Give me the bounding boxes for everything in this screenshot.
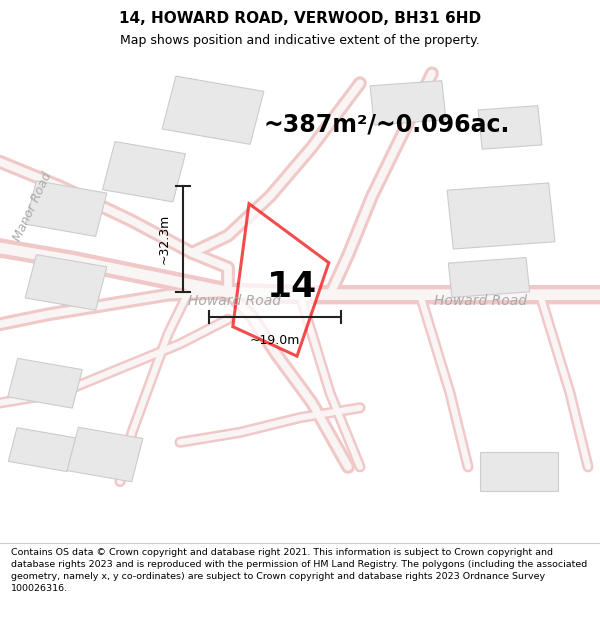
Bar [67, 428, 143, 482]
Text: Manor Road: Manor Road [11, 169, 55, 242]
Text: Map shows position and indicative extent of the property.: Map shows position and indicative extent… [120, 34, 480, 47]
Bar [25, 254, 107, 310]
Text: 14, HOWARD ROAD, VERWOOD, BH31 6HD: 14, HOWARD ROAD, VERWOOD, BH31 6HD [119, 11, 481, 26]
Text: Howard Road: Howard Road [187, 294, 281, 308]
Text: ~387m²/~0.096ac.: ~387m²/~0.096ac. [264, 113, 511, 137]
Bar [448, 258, 530, 298]
Bar [480, 452, 558, 491]
Bar [25, 181, 107, 236]
Polygon shape [233, 204, 329, 356]
Bar [447, 183, 555, 249]
Bar [8, 428, 76, 472]
Text: Howard Road: Howard Road [433, 294, 527, 308]
Bar [103, 141, 185, 202]
Text: ~32.3m: ~32.3m [157, 214, 170, 264]
Bar [8, 358, 82, 408]
Text: Contains OS data © Crown copyright and database right 2021. This information is : Contains OS data © Crown copyright and d… [11, 548, 587, 592]
Text: ~19.0m: ~19.0m [250, 334, 300, 347]
Bar [370, 81, 446, 125]
Bar [478, 106, 542, 149]
Text: 14: 14 [267, 270, 317, 304]
Bar [162, 76, 264, 144]
